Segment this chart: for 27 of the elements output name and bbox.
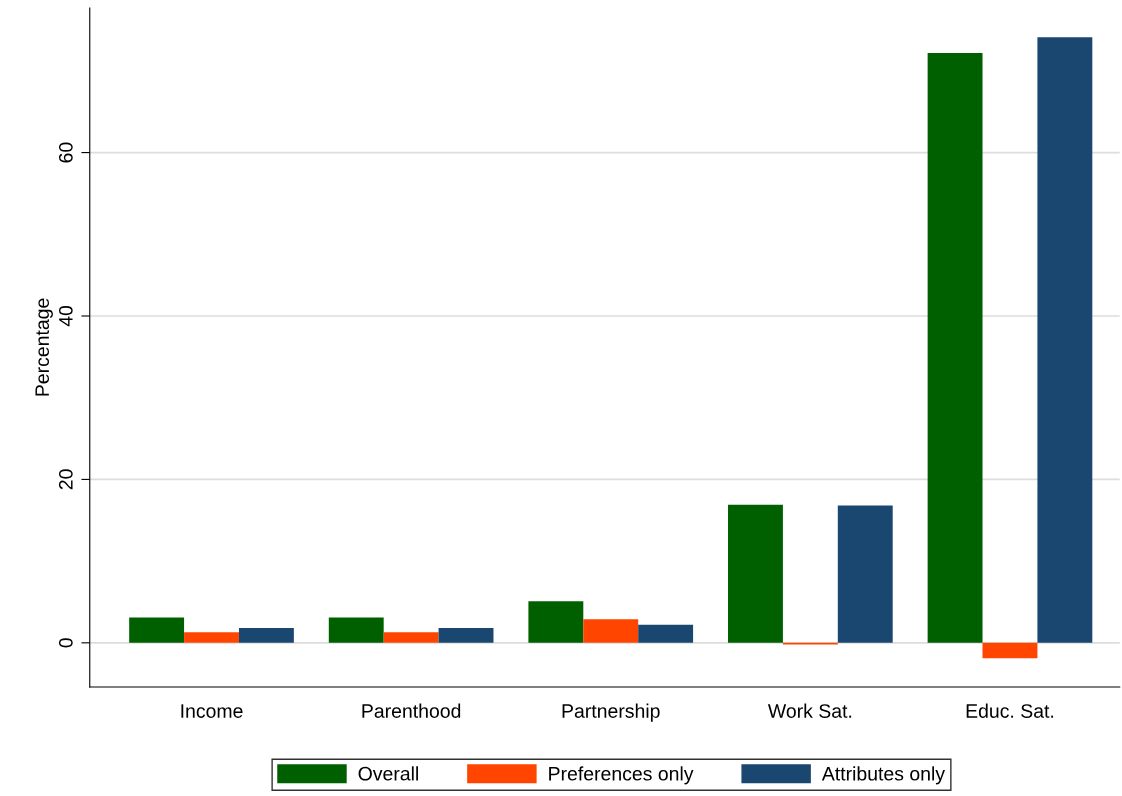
- bar: [528, 601, 584, 643]
- bar: [583, 619, 639, 643]
- bar: [982, 642, 1038, 659]
- x-tick-label: Income: [181, 704, 243, 718]
- x-tick-label: Educ. Sat.: [966, 703, 1054, 718]
- legend-label: Overall: [358, 766, 418, 781]
- bar: [129, 617, 185, 643]
- bar: [328, 617, 384, 643]
- y-tick-label: 40: [58, 305, 73, 327]
- bar: [383, 632, 439, 643]
- bar: [927, 52, 983, 643]
- y-tick-label: 0: [58, 638, 73, 648]
- bar: [728, 504, 783, 643]
- bar: [1037, 37, 1093, 643]
- x-tick-label: Parenthood: [362, 703, 461, 718]
- bar: [638, 624, 694, 643]
- y-tick-label: 60: [58, 142, 73, 163]
- y-axis-title: Percentage: [35, 298, 53, 396]
- y-tick-label: 20: [58, 469, 73, 490]
- bar: [837, 505, 893, 643]
- bar: [438, 628, 494, 643]
- bar: [238, 628, 294, 643]
- bar: [184, 632, 239, 643]
- x-tick-label: Partnership: [562, 703, 660, 722]
- x-tick-label: Work Sat.: [767, 703, 852, 718]
- legend-label: Attributes only: [821, 766, 945, 785]
- legend-label: Preferences only: [549, 766, 694, 785]
